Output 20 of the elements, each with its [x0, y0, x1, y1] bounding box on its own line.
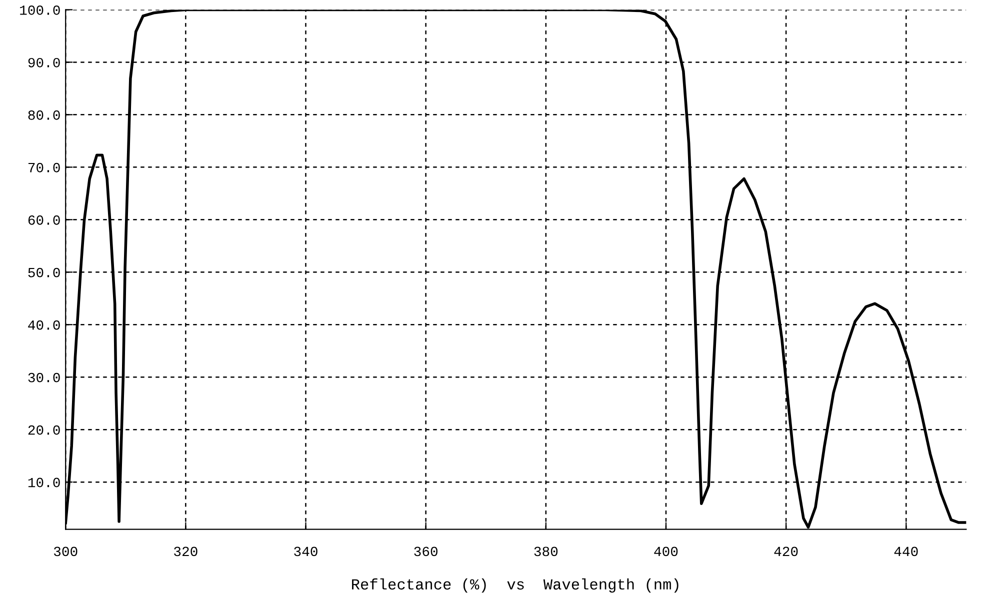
x-tick-label: 360 — [414, 546, 438, 556]
x-tick-label: 420 — [774, 546, 798, 556]
y-tick-label: 40.0 — [28, 320, 60, 330]
y-tick-label: 90.0 — [28, 58, 60, 68]
x-tick-label: 300 — [54, 546, 78, 556]
y-tick-label: 10.0 — [28, 478, 60, 488]
line-series — [66, 10, 966, 529]
y-tick-label: 60.0 — [28, 215, 60, 225]
y-tick-label: 70.0 — [28, 162, 60, 172]
y-tick-label: 30.0 — [28, 372, 60, 382]
y-tick-label: 50.0 — [28, 268, 60, 278]
x-tick-label: 400 — [654, 546, 678, 556]
x-tick-label: 340 — [294, 546, 318, 556]
x-tick-label: 320 — [174, 546, 198, 556]
x-axis-title: Reflectance (%) vs Wavelength (nm) — [352, 578, 678, 593]
y-tick-label: 80.0 — [28, 110, 60, 120]
y-tick-label: 100.0 — [20, 5, 60, 15]
y-tick-label: 20.0 — [28, 425, 60, 435]
x-tick-label: 380 — [534, 546, 558, 556]
x-tick-label: 440 — [894, 546, 918, 556]
